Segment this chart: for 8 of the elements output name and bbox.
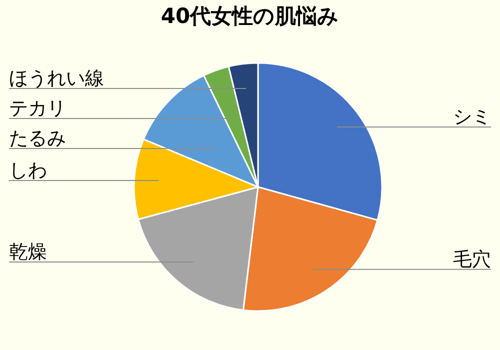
slice-label: ほうれい線 bbox=[9, 68, 104, 90]
slice-label: たるみ bbox=[9, 128, 66, 150]
slice-label: テカリ bbox=[9, 98, 66, 120]
slice-label: しわ bbox=[9, 159, 47, 182]
slice-label: シミ bbox=[453, 106, 491, 128]
slice-label: 乾燥 bbox=[9, 241, 47, 264]
chart-title: 40代女性の肌悩み bbox=[160, 4, 340, 28]
slice-label: 毛穴 bbox=[453, 248, 491, 270]
